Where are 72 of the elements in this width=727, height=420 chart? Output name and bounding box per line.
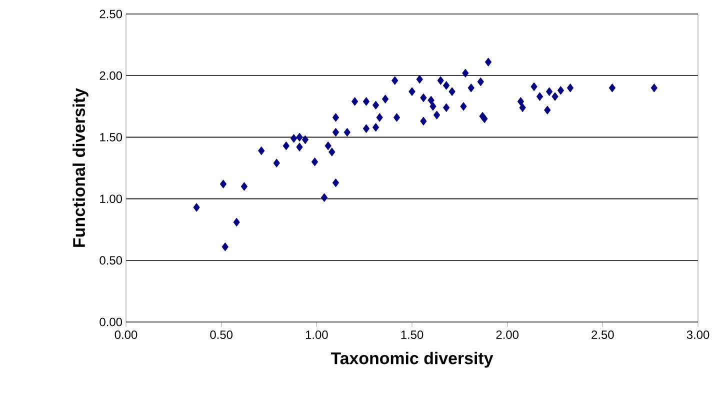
point (416, 74, 423, 84)
point (376, 113, 383, 122)
point (408, 87, 416, 96)
point (296, 142, 303, 152)
point (519, 103, 526, 112)
point (460, 102, 467, 111)
point (448, 87, 456, 96)
point (273, 158, 280, 168)
point (544, 106, 551, 114)
point (420, 93, 427, 102)
x-tick-label: 2.00 (496, 330, 519, 339)
y-tick-label: 1.50 (100, 132, 122, 142)
y-tick-label: 0.00 (100, 318, 122, 326)
point (517, 97, 524, 106)
point (362, 97, 370, 106)
y-axis-title: Functional diversity (72, 88, 88, 247)
point (536, 92, 544, 101)
point (442, 81, 450, 90)
point (320, 193, 328, 202)
point (240, 182, 248, 191)
point (433, 110, 440, 120)
point (552, 92, 558, 101)
point (437, 76, 444, 85)
x-tick-label: 1.00 (306, 330, 328, 339)
x-tick-label: 0.00 (114, 330, 138, 339)
point (220, 180, 227, 188)
point (430, 102, 436, 111)
point (332, 128, 340, 137)
point (344, 128, 351, 137)
point (484, 58, 492, 66)
point (282, 141, 290, 150)
y-tick-label: 2.50 (100, 10, 122, 18)
point (557, 86, 564, 95)
point (290, 134, 298, 143)
point (332, 178, 340, 188)
x-axis-title: Taxonomic diversity (330, 352, 494, 368)
point (428, 96, 434, 105)
y-tick-label: 0.50 (100, 256, 122, 265)
point (351, 97, 358, 106)
y-tick-label: 1.00 (100, 194, 122, 204)
point (233, 218, 240, 227)
point (479, 112, 486, 121)
point (332, 113, 340, 122)
point (193, 203, 200, 212)
point (650, 84, 658, 92)
point (382, 94, 389, 104)
point (296, 132, 303, 142)
x-tick-label: 1.50 (401, 330, 424, 339)
point (442, 103, 450, 112)
point (566, 84, 574, 92)
x-tick-label: 0.50 (210, 330, 233, 339)
point (324, 141, 332, 150)
x-tick-label: 2.50 (592, 330, 614, 339)
point (546, 87, 553, 96)
point (311, 157, 318, 166)
point (420, 116, 427, 126)
point (372, 122, 380, 132)
point (462, 68, 469, 78)
point (608, 84, 616, 92)
point (392, 76, 398, 85)
point (530, 82, 538, 92)
point (393, 113, 400, 122)
point (372, 100, 380, 110)
point (362, 124, 370, 133)
point (258, 146, 265, 156)
x-tick-label: 3.00 (686, 330, 710, 339)
point (302, 135, 309, 144)
point (477, 77, 484, 86)
y-tick-label: 2.00 (100, 71, 122, 80)
point (328, 148, 336, 156)
point (468, 84, 474, 92)
point (222, 242, 228, 252)
